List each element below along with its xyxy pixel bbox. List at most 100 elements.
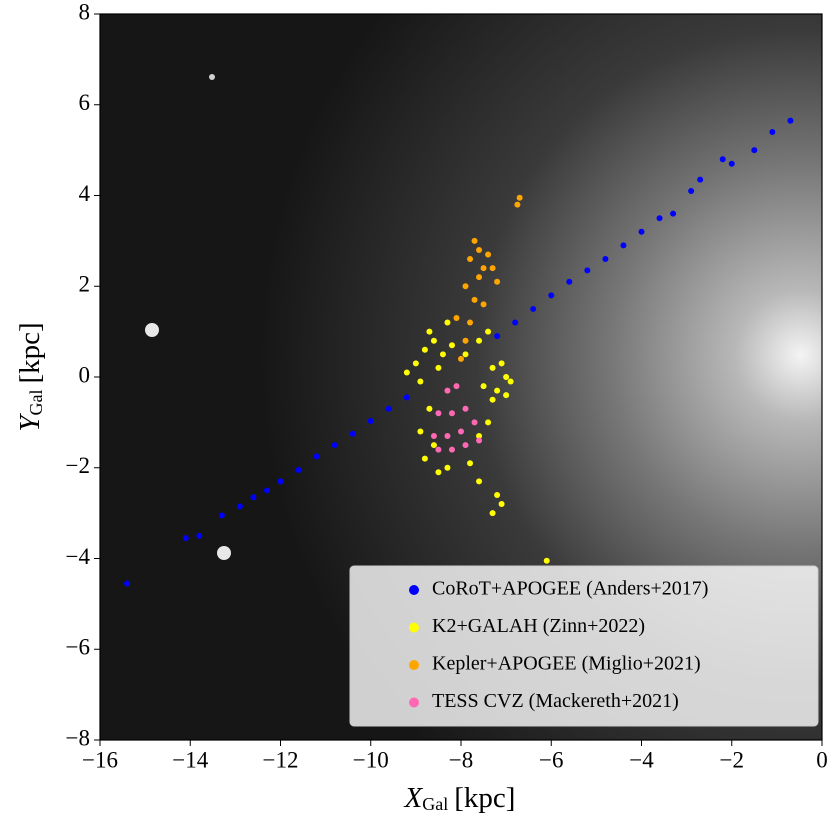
legend-marker: [409, 585, 419, 595]
star: [209, 74, 215, 80]
point: [458, 428, 464, 435]
point: [426, 405, 433, 412]
point: [462, 351, 469, 358]
point: [670, 210, 677, 217]
point: [584, 267, 591, 274]
point: [218, 512, 225, 519]
point: [430, 337, 437, 344]
point: [462, 337, 469, 344]
x-tick-label: −2: [720, 747, 744, 772]
point: [453, 383, 460, 390]
point: [448, 446, 455, 453]
x-tick-label: 0: [816, 747, 828, 772]
point: [489, 510, 496, 517]
y-tick-label: −8: [66, 725, 90, 750]
point: [467, 256, 474, 263]
point: [124, 580, 131, 587]
x-tick-label: −14: [172, 747, 208, 772]
point: [476, 246, 483, 253]
point: [295, 467, 302, 474]
point: [444, 387, 451, 394]
point: [751, 147, 758, 154]
point: [516, 194, 523, 201]
legend-label: K2+GALAH (Zinn+2022): [432, 615, 645, 637]
point: [494, 491, 501, 498]
point: [196, 532, 203, 539]
point: [503, 374, 510, 380]
point: [697, 176, 704, 183]
point: [444, 464, 451, 471]
point: [688, 187, 695, 194]
point: [480, 301, 487, 308]
point: [480, 265, 487, 272]
y-axis-label: YGal[kpc]: [14, 322, 46, 431]
point: [476, 432, 483, 439]
point: [769, 128, 776, 135]
point: [480, 383, 487, 390]
legend-marker: [409, 622, 419, 633]
point: [417, 378, 424, 385]
point: [512, 319, 519, 326]
point: [476, 337, 483, 344]
legend: [349, 565, 819, 727]
y-tick-label: 0: [79, 362, 91, 387]
legend-label: Kepler+APOGEE (Miglio+2021): [432, 653, 701, 675]
legend-entries: CoRoT+APOGEE (Anders+2017) K2+GALAH (Zinn…: [409, 578, 708, 712]
point: [444, 432, 451, 439]
point: [489, 265, 496, 272]
point: [543, 557, 550, 564]
y-tick-label: 8: [79, 0, 91, 24]
point: [656, 215, 663, 222]
point: [548, 292, 555, 299]
point: [421, 455, 428, 462]
point: [448, 410, 455, 417]
point: [471, 237, 478, 244]
y-tick-label: 6: [79, 90, 91, 115]
point: [462, 283, 469, 290]
point: [403, 369, 410, 376]
point: [485, 251, 492, 258]
point: [507, 378, 514, 385]
point: [494, 278, 501, 285]
point: [250, 494, 257, 501]
x-tick-label: −10: [353, 747, 389, 772]
x-tick-label: −16: [82, 747, 118, 772]
point: [476, 437, 483, 444]
point: [719, 156, 726, 163]
point: [331, 442, 338, 449]
point: [471, 296, 478, 303]
point: [467, 319, 474, 326]
point: [620, 242, 627, 249]
point: [530, 305, 537, 312]
point: [458, 355, 464, 362]
y-tick-label: −2: [66, 453, 90, 478]
point: [453, 315, 460, 322]
point: [602, 256, 609, 263]
point: [476, 274, 483, 281]
point: [503, 392, 510, 399]
legend-label: CoRoT+APOGEE (Anders+2017): [432, 578, 708, 600]
point: [313, 453, 320, 460]
point: [426, 328, 433, 335]
point: [417, 428, 424, 435]
y-tick-label: 2: [79, 272, 91, 297]
x-axis-label: XGal [kpc]: [404, 782, 516, 814]
point: [485, 419, 492, 426]
point: [638, 228, 645, 235]
point: [439, 351, 446, 358]
point: [385, 405, 392, 412]
legend-marker: [409, 660, 419, 670]
point: [349, 430, 356, 437]
point: [494, 387, 501, 394]
point: [444, 319, 451, 326]
point: [462, 405, 469, 412]
point: [403, 394, 410, 401]
point: [485, 328, 492, 335]
x-tick-label: −4: [629, 747, 654, 772]
point: [435, 364, 442, 371]
point: [462, 442, 469, 449]
point: [467, 460, 474, 467]
point: [514, 201, 521, 208]
y-tick-label: −6: [66, 635, 90, 660]
